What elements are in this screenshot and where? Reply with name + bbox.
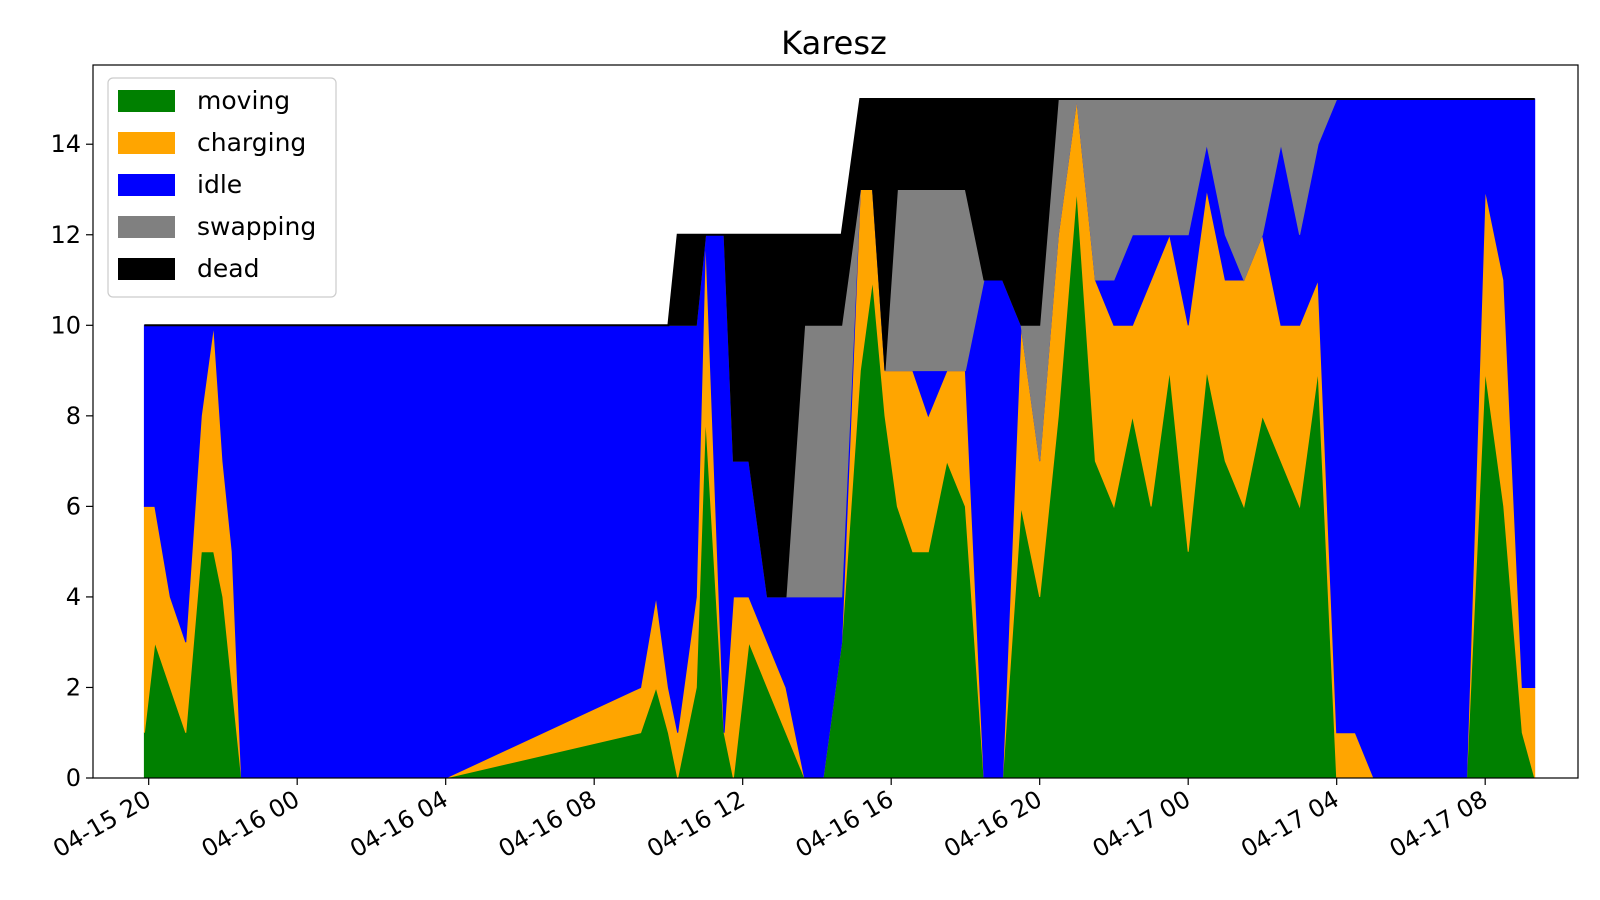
x-tick-label: 04-15 20 (48, 785, 155, 863)
legend-label-dead: dead (197, 254, 259, 283)
chart-title: Karesz (781, 24, 887, 62)
x-tick-label: 04-17 04 (1236, 785, 1343, 863)
x-tick-label: 04-16 08 (494, 785, 601, 863)
x-tick-label: 04-16 12 (642, 785, 749, 863)
legend-label-charging: charging (197, 128, 306, 157)
y-tick-label: 0 (66, 764, 81, 792)
x-axis: 04-15 20 04-16 00 04-16 04 04-16 08 04-16 12… (48, 778, 1492, 863)
x-tick-label: 04-17 08 (1385, 785, 1492, 863)
x-tick-label: 04-17 00 (1088, 785, 1195, 863)
x-tick-label: 04-16 16 (791, 785, 898, 863)
series-areas (143, 98, 1536, 779)
y-tick-label: 4 (66, 583, 81, 611)
legend-swatch-swapping (118, 216, 175, 238)
y-tick-label: 14 (50, 130, 81, 158)
legend-label-swapping: swapping (197, 212, 316, 241)
y-tick-label: 12 (50, 221, 81, 249)
x-tick-label: 04-16 00 (197, 785, 304, 863)
y-axis: 0 2 4 6 8 10 12 14 (50, 130, 93, 792)
x-tick-label: 04-16 20 (939, 785, 1046, 863)
legend-swatch-charging (118, 132, 175, 154)
y-tick-label: 8 (66, 402, 81, 430)
legend: moving charging idle swapping dead (107, 77, 337, 298)
legend-swatch-dead (118, 258, 175, 280)
x-tick-label: 04-16 04 (345, 785, 452, 863)
legend-swatch-moving (118, 90, 175, 112)
plot-frame (92, 64, 1579, 779)
y-tick-label: 6 (66, 492, 81, 520)
y-tick-label: 2 (66, 673, 81, 701)
legend-label-idle: idle (197, 170, 242, 199)
total-outline (144, 98, 1535, 327)
legend-label-moving: moving (197, 86, 290, 115)
legend-swatch-idle (118, 174, 175, 196)
y-tick-label: 10 (50, 311, 81, 339)
